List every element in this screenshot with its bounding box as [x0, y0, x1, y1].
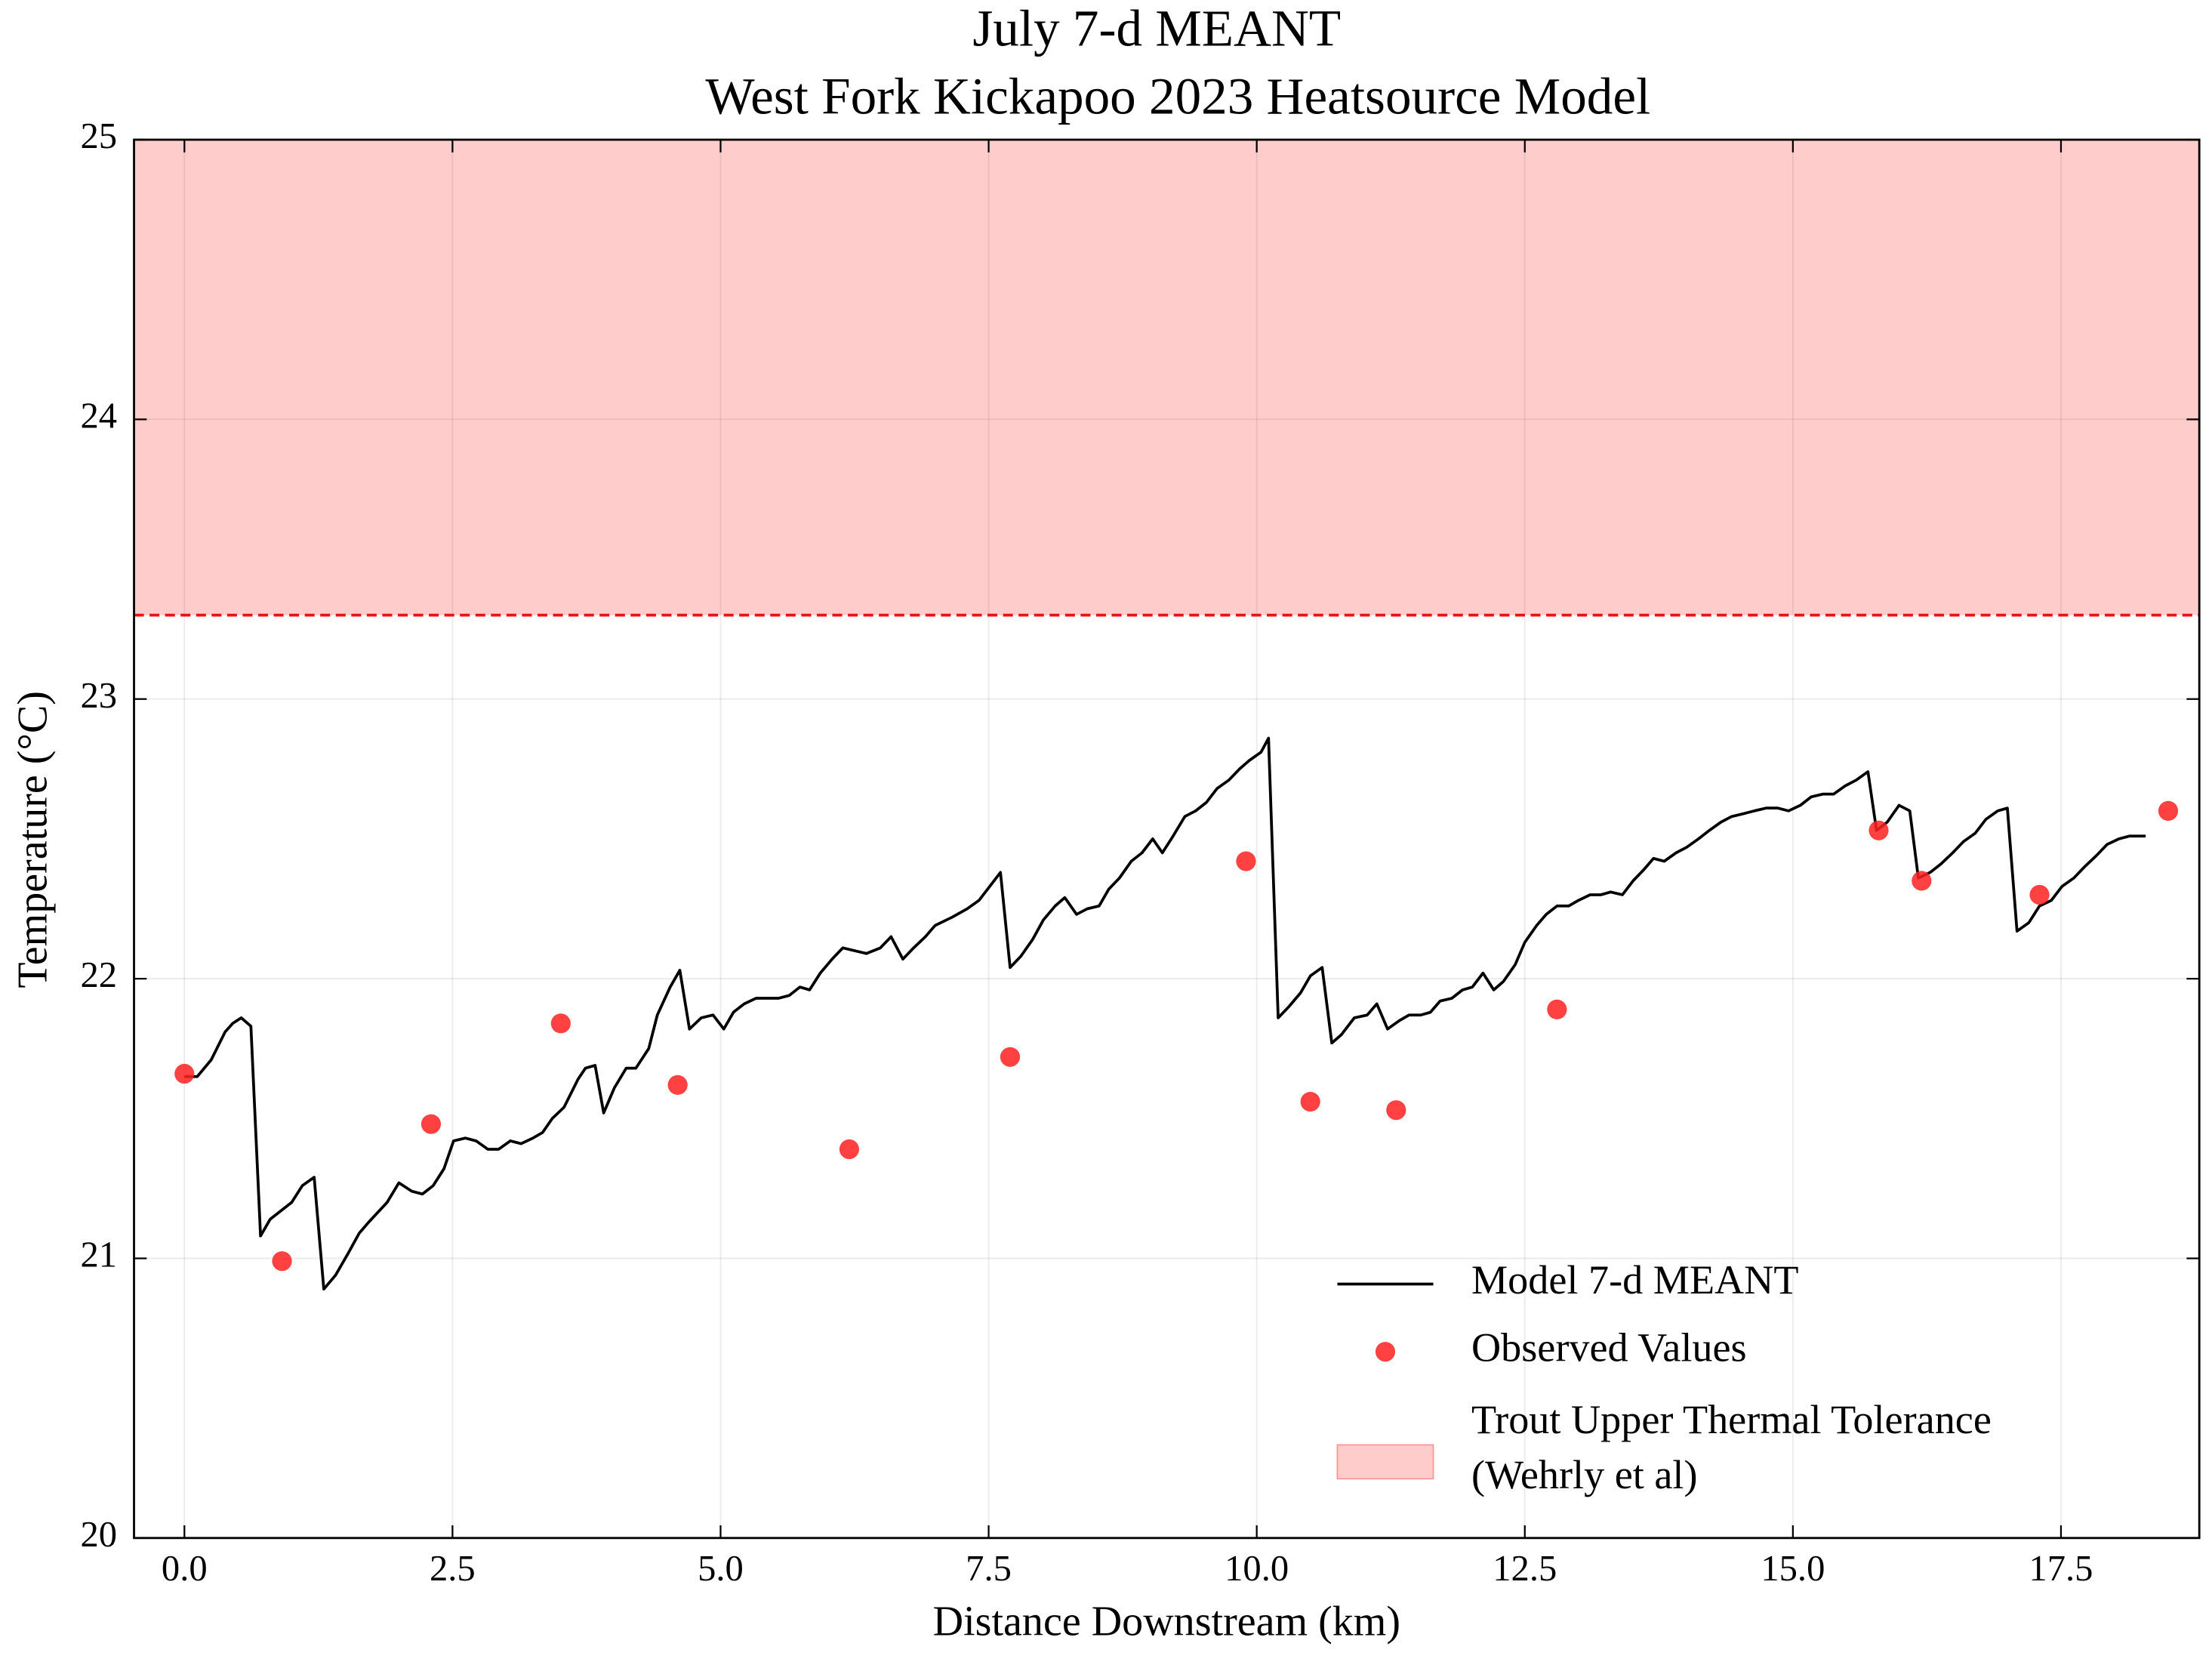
- y-tick-label: 25: [81, 116, 118, 156]
- x-tick-label: 10.0: [1225, 1548, 1289, 1589]
- x-tick-label: 12.5: [1493, 1548, 1557, 1589]
- model-line: [184, 736, 2146, 1291]
- x-tick-label: 17.5: [2029, 1548, 2093, 1589]
- x-tick-label: 2.5: [430, 1548, 476, 1589]
- legend-label: Model 7-d MEANT: [1471, 1257, 1798, 1303]
- y-tick-label: 21: [81, 1235, 118, 1275]
- y-axis-label: Temperature (°C): [9, 691, 56, 988]
- legend-marker: [1375, 1342, 1396, 1362]
- observed-point: [272, 1251, 292, 1272]
- observed-point: [550, 1013, 571, 1034]
- legend-swatch: [1336, 1444, 1434, 1480]
- observed-point: [174, 1063, 195, 1084]
- observed-point: [1547, 999, 1567, 1019]
- chart-subtitle: West Fork Kickapoo 2023 Heatsource Model: [705, 66, 1650, 125]
- observed-point: [667, 1075, 688, 1095]
- observed-point: [2029, 884, 2050, 905]
- tolerance-band: [134, 140, 2200, 615]
- x-tick-label: 0.0: [162, 1548, 208, 1589]
- x-tick-label: 5.0: [698, 1548, 744, 1589]
- observed-point: [839, 1139, 859, 1160]
- observed-point: [1868, 820, 1889, 840]
- observed-point: [1236, 851, 1256, 871]
- legend-label: (Wehrly et al): [1471, 1452, 1698, 1497]
- y-tick-label: 23: [81, 675, 118, 716]
- x-tick-label: 7.5: [966, 1548, 1012, 1589]
- legend-label: Trout Upper Thermal Tolerance: [1471, 1397, 1992, 1442]
- observed-point: [2158, 800, 2179, 821]
- observed-point: [1000, 1047, 1021, 1067]
- legend-label: Observed Values: [1471, 1325, 1747, 1371]
- plot-frame: [133, 138, 2201, 1540]
- y-tick-label: 24: [81, 396, 118, 436]
- y-tick-label: 22: [81, 954, 118, 995]
- y-tick-label: 20: [81, 1514, 118, 1555]
- observed-point: [1300, 1091, 1320, 1112]
- observed-point: [1386, 1100, 1406, 1121]
- observed-point: [421, 1114, 442, 1134]
- x-tick-label: 15.0: [1761, 1548, 1825, 1589]
- observed-point: [1912, 871, 1932, 891]
- chart-title: July 7-d MEANT: [972, 0, 1341, 57]
- x-axis-label: Distance Downstream (km): [933, 1599, 1400, 1645]
